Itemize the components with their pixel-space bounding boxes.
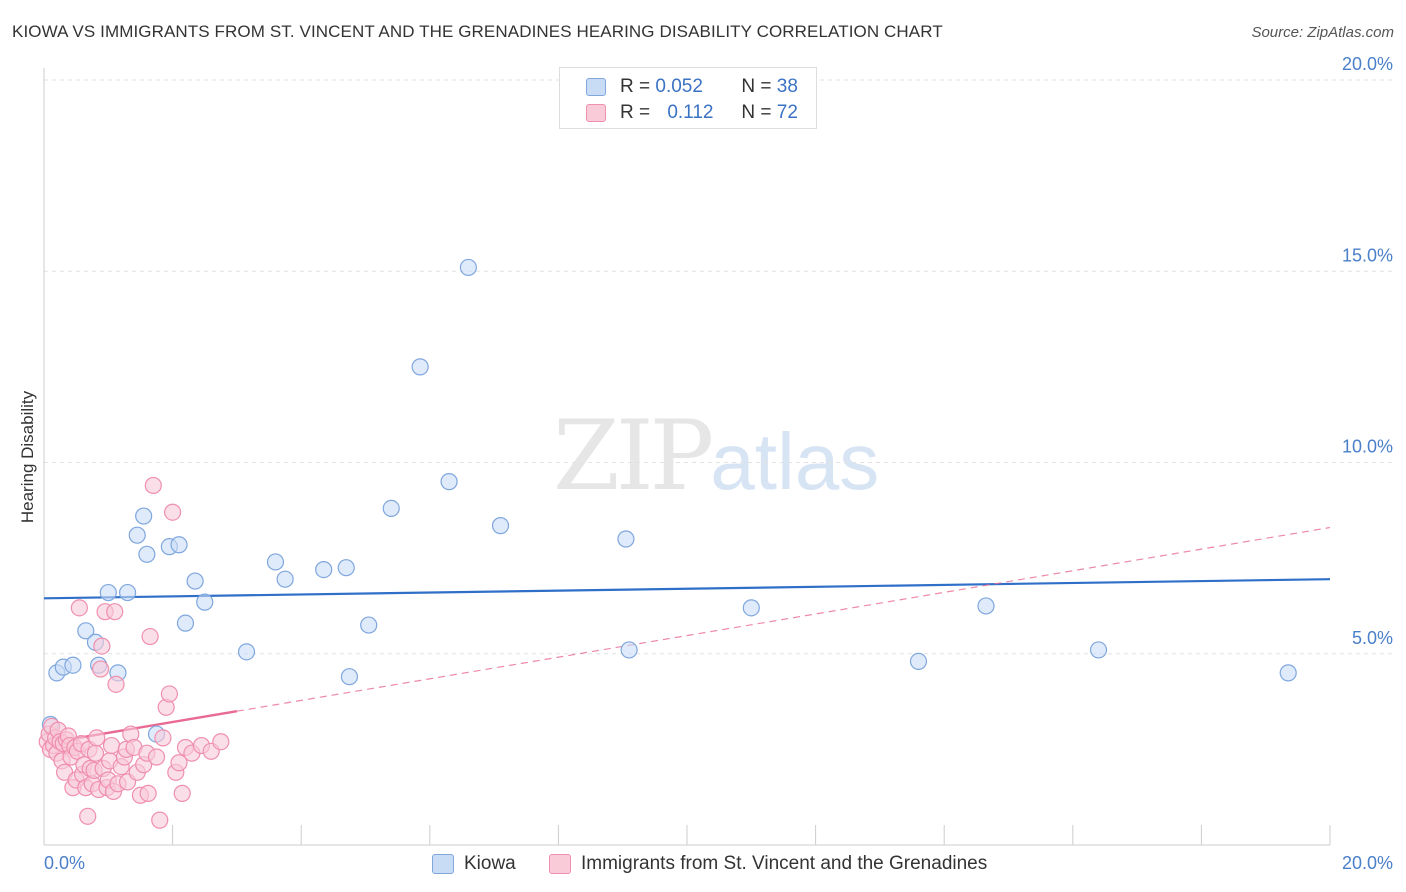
immigrants-point: [173, 784, 191, 802]
kiowa-point: [1089, 641, 1108, 659]
immigrants-point: [88, 729, 106, 747]
correlation-legend: R = 0.052 N = 38 R = 0.112 N = 72: [559, 67, 817, 129]
chart-title: KIOWA VS IMMIGRANTS FROM ST. VINCENT AND…: [12, 22, 943, 41]
legend-swatch-immigrants: [586, 104, 606, 122]
kiowa-point: [459, 258, 477, 277]
kiowa-point: [337, 559, 355, 577]
legend-swatch-kiowa: [432, 854, 454, 874]
legend-swatch-kiowa: [586, 78, 606, 96]
kiowa-point: [99, 583, 117, 602]
kiowa-point: [340, 668, 359, 686]
immigrants-point: [79, 807, 97, 825]
x-tick-label-max: 20.0%: [1342, 853, 1393, 873]
kiowa-point: [138, 545, 156, 563]
immigrants-point: [141, 627, 159, 646]
immigrants-point: [154, 729, 172, 747]
kiowa-point: [64, 656, 82, 674]
immigrants-point: [102, 736, 121, 755]
grid-layer: [44, 79, 1392, 655]
immigrants-point: [147, 748, 166, 766]
kiowa-point: [617, 530, 635, 548]
kiowa-point: [411, 358, 429, 376]
immigrants-point: [139, 784, 157, 802]
x-tick-label-min: 0.0%: [44, 853, 85, 873]
immigrants-point: [70, 599, 88, 617]
legend-swatch-immigrants: [549, 854, 571, 874]
kiowa-point: [77, 622, 95, 640]
kiowa-point: [266, 553, 285, 571]
trend-layer: [43, 526, 1331, 745]
kiowa-point: [491, 517, 510, 535]
legend-label-immigrants: Immigrants from St. Vincent and the Gren…: [581, 853, 988, 874]
kiowa-point: [440, 473, 458, 491]
axis-layer: [43, 68, 1331, 846]
immigrants-point: [106, 603, 124, 621]
legend-row-kiowa: R = 0.052 N = 38: [586, 75, 798, 99]
kiowa-point: [620, 641, 638, 659]
kiowa-point: [977, 597, 995, 615]
y-tick-label: 10.0%: [1342, 437, 1393, 457]
legend-row-immigrants: R = 0.112 N = 72: [586, 101, 798, 125]
immigrants-point: [86, 744, 105, 762]
kiowa-point: [909, 652, 928, 671]
kiowa-point: [315, 560, 333, 579]
immigrants-point: [107, 675, 125, 693]
legend-r-value: 0.052: [655, 76, 703, 97]
legend-r-label: R =: [620, 76, 651, 97]
legend-n-label: N =: [741, 102, 772, 123]
kiowa-point: [1279, 664, 1297, 682]
label-layer: 5.0% 10.0% 15.0% 20.0% 0.0% 20.0% Hearing Disa…: [18, 54, 1393, 873]
kiowa-point: [135, 507, 153, 525]
y-tick-label: 20.0%: [1342, 54, 1393, 74]
immigrants-trend-line-dashed: [236, 526, 1331, 712]
point-layer: [38, 258, 1297, 829]
legend-n-label: N =: [741, 76, 772, 97]
legend-n-value: 38: [776, 76, 798, 97]
immigrants-point: [93, 637, 111, 655]
kiowa-point: [118, 583, 137, 602]
kiowa-point: [176, 614, 195, 632]
legend-item-kiowa[interactable]: Kiowa: [432, 850, 516, 878]
immigrants-point: [91, 660, 110, 678]
kiowa-point: [276, 570, 294, 588]
immigrants-point: [170, 754, 188, 772]
source-credit: Source: ZipAtlas.com: [1251, 24, 1394, 41]
kiowa-point: [196, 593, 214, 611]
legend-r-label: R =: [620, 102, 651, 123]
kiowa-trend-line: [43, 578, 1331, 600]
y-axis-label: Hearing Disability: [18, 390, 37, 523]
legend-label-kiowa: Kiowa: [464, 853, 516, 874]
immigrants-point: [160, 685, 178, 703]
kiowa-point: [360, 616, 378, 634]
legend-n-value: 72: [776, 102, 798, 123]
immigrants-point: [164, 503, 182, 521]
kiowa-point: [742, 599, 760, 617]
kiowa-point: [128, 526, 146, 544]
immigrants-point: [151, 811, 169, 829]
kiowa-point: [186, 572, 204, 590]
kiowa-point: [237, 643, 256, 661]
y-tick-label: 15.0%: [1342, 245, 1393, 265]
immigrants-point: [144, 476, 162, 495]
series-legend: Kiowa Immigrants from St. Vincent and th…: [0, 850, 1406, 878]
legend-item-immigrants[interactable]: Immigrants from St. Vincent and the Gren…: [549, 850, 987, 878]
kiowa-point: [382, 499, 400, 517]
kiowa-point: [170, 536, 188, 554]
legend-r-value: 0.112: [667, 102, 714, 123]
y-tick-label: 5.0%: [1352, 628, 1393, 648]
immigrants-point: [212, 733, 230, 751]
